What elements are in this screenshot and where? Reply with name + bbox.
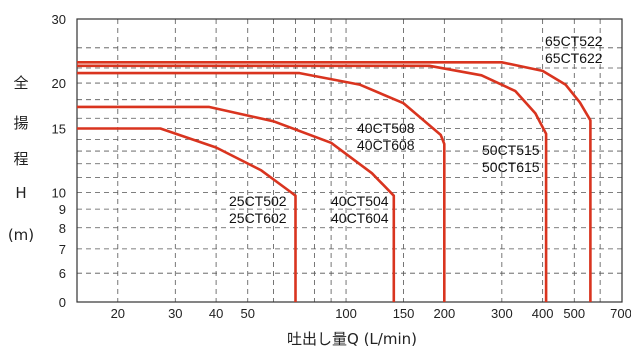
curve-label-50ct615: 50CT615 (482, 159, 540, 175)
y-axis-title-char: 全 (13, 74, 28, 92)
y-tick-label: 20 (52, 76, 66, 91)
curve-label-40ct504: 40CT504 (331, 193, 389, 209)
x-tick-label: 200 (433, 306, 455, 321)
x-tick-label: 300 (491, 306, 513, 321)
y-axis-title-char: (m) (8, 226, 34, 244)
y-tick-label: 15 (52, 121, 66, 136)
grid (77, 19, 622, 302)
curve-label-40ct608: 40CT608 (357, 137, 415, 153)
x-tick-label: 150 (393, 306, 415, 321)
curves (77, 61, 592, 302)
x-tick-labels: 20 30 40 50 100 150 200 300 400 500 700 (111, 306, 631, 321)
curve-label-65ct522: 65CT522 (545, 33, 603, 49)
x-tick-label: 40 (209, 306, 223, 321)
y-tick-label: 30 (52, 12, 66, 27)
y-tick-label: 0 (59, 295, 66, 310)
y-tick-label: 6 (59, 266, 66, 281)
plot-frame (76, 18, 623, 303)
x-tick-label: 50 (241, 306, 255, 321)
curve-40ct508 (77, 71, 446, 302)
y-tick-label: 9 (59, 202, 66, 217)
x-tick-label: 500 (563, 306, 585, 321)
y-tick-label: 7 (59, 242, 66, 257)
curve-40ct504 (77, 105, 396, 302)
curve-label-65ct622: 65CT622 (545, 50, 603, 66)
x-tick-label: 30 (168, 306, 182, 321)
x-tick-label: 20 (111, 306, 125, 321)
x-axis-title: 吐出し量Q (L/min) (287, 330, 417, 348)
x-tick-label: 100 (335, 306, 357, 321)
y-tick-label: 10 (52, 186, 66, 201)
curve-65ct522 (77, 61, 592, 302)
curve-label-40ct604: 40CT604 (331, 210, 389, 226)
y-axis-title-char: H (15, 184, 26, 202)
x-tick-label: 700 (610, 306, 631, 321)
curve-25ct502 (77, 127, 297, 302)
curve-50ct515 (77, 64, 548, 302)
y-tick-labels: 30 20 15 109 8 7 6 0 (52, 12, 66, 310)
y-axis-title-char: 程 (13, 150, 28, 168)
y-axis-title-char: 揚 (13, 114, 28, 132)
curve-label-25ct602: 25CT602 (229, 210, 287, 226)
curve-label-25ct502: 25CT502 (229, 193, 287, 209)
y-tick-label: 8 (59, 221, 66, 236)
x-tick-label: 400 (532, 306, 554, 321)
curve-label-50ct515: 50CT515 (482, 142, 540, 158)
curve-label-40ct508: 40CT508 (357, 120, 415, 136)
